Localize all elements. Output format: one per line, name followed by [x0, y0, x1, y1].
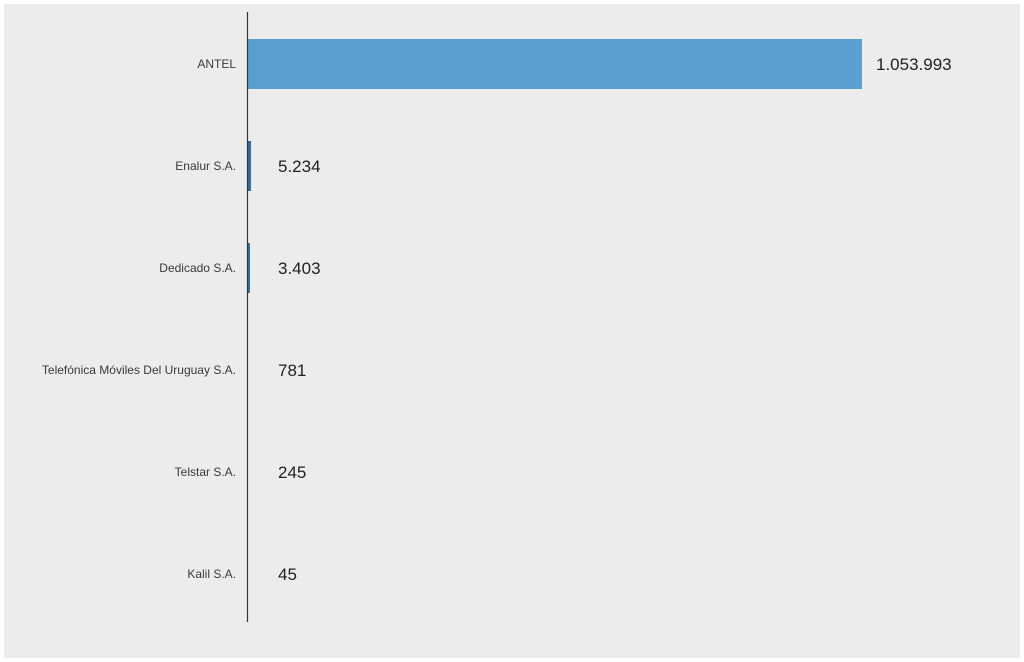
value-label-3: 781 — [278, 361, 306, 380]
value-label-4: 245 — [278, 463, 306, 482]
category-label-5: Kalil S.A. — [187, 567, 236, 581]
bar-1 — [248, 141, 252, 191]
value-label-5: 45 — [278, 565, 297, 584]
category-labels: ANTEL Enalur S.A. Dedicado S.A. Telefónica … — [42, 57, 236, 581]
value-label-1: 5.234 — [278, 157, 321, 176]
category-label-0: ANTEL — [197, 57, 236, 71]
category-label-4: Telstar S.A. — [175, 465, 236, 479]
value-label-2: 3.403 — [278, 259, 321, 278]
bar-2 — [248, 243, 250, 293]
bars-layer — [248, 39, 862, 293]
category-label-2: Dedicado S.A. — [159, 261, 236, 275]
category-label-1: Enalur S.A. — [175, 159, 236, 173]
chart-background — [4, 4, 1020, 658]
bar-0 — [248, 39, 862, 89]
category-label-3: Telefónica Móviles Del Uruguay S.A. — [42, 363, 236, 377]
value-labels: 1.053.993 5.234 3.403 781 245 45 — [278, 55, 952, 584]
value-label-0: 1.053.993 — [876, 55, 952, 74]
